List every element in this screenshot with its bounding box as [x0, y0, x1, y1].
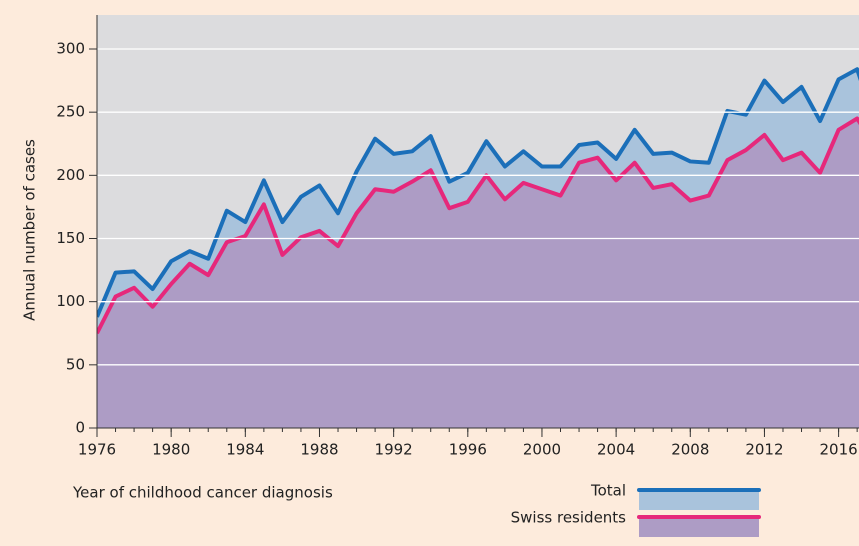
plot	[97, 67, 859, 428]
legend-label: Total	[590, 482, 626, 500]
x-tick-label: 1992	[375, 441, 413, 459]
y-tick-label: 150	[56, 229, 85, 247]
y-tick-label: 250	[56, 103, 85, 121]
x-tick-label: 1988	[300, 441, 338, 459]
y-tick-label: 100	[56, 292, 85, 310]
x-tick-label: 2012	[745, 441, 783, 459]
x-axis-label: Year of childhood cancer diagnosis	[72, 484, 333, 502]
y-tick-label: 300	[56, 40, 85, 58]
x-tick-label: 2000	[523, 441, 561, 459]
legend-label: Swiss residents	[511, 509, 627, 527]
x-tick-label: 1984	[226, 441, 264, 459]
line	[97, 67, 859, 318]
x-tick-label: 2008	[671, 441, 709, 459]
y-tick-label: 0	[75, 419, 85, 437]
x-tick-label: 2016	[820, 441, 858, 459]
y-tick-label: 50	[66, 355, 85, 373]
y-axis-label: Annual number of cases	[21, 139, 39, 321]
x-tick-label: 2004	[597, 441, 635, 459]
y-tick-label: 200	[56, 166, 85, 184]
x-tick-label: 1980	[152, 441, 190, 459]
legend-swatch	[639, 490, 759, 510]
area	[97, 118, 859, 428]
legend-swatch	[639, 517, 759, 537]
x-tick-label: 1976	[78, 441, 116, 459]
x-tick-label: 1996	[449, 441, 487, 459]
